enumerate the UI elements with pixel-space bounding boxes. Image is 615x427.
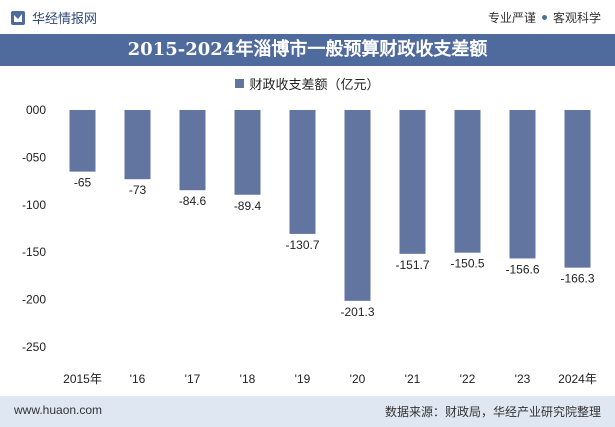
brand-name: 华经情报网 bbox=[32, 11, 98, 26]
brand-logo-icon bbox=[11, 10, 25, 25]
legend: 财政收支差额（亿元） bbox=[0, 74, 615, 93]
bar bbox=[509, 110, 536, 259]
data-label: -130.7 bbox=[285, 238, 319, 252]
bar bbox=[69, 110, 96, 172]
y-axis: 000 -050 -100 -150 -200 -250 bbox=[22, 103, 46, 354]
top-bar: 华经情报网 专业严谨 客观科学 bbox=[0, 0, 615, 34]
x-tick-label: 2015年 bbox=[63, 372, 102, 386]
footer: www.huaon.com 数据来源：财政局，华经产业研究院整理 bbox=[0, 396, 615, 427]
y-tick-label: -150 bbox=[22, 245, 46, 259]
bar bbox=[454, 110, 481, 253]
footer-source: 数据来源：财政局，华经产业研究院整理 bbox=[384, 405, 601, 419]
data-labels: -65 -73 -84.6 -89.4 -130.7 -201.3 -151.7 -150.5… bbox=[74, 176, 595, 319]
bars bbox=[69, 110, 591, 301]
data-label: -84.6 bbox=[179, 194, 207, 208]
footer-website: www.huaon.com bbox=[14, 403, 103, 417]
x-tick-label: '17 bbox=[185, 372, 201, 386]
y-tick-label: -050 bbox=[22, 150, 46, 164]
chart-title: 2015-2024年淄博市一般预算财政收支差额 bbox=[0, 34, 615, 66]
bar bbox=[234, 110, 261, 195]
x-tick-label: '21 bbox=[405, 372, 421, 386]
x-tick-label: '16 bbox=[130, 372, 146, 386]
data-label: -65 bbox=[74, 176, 92, 190]
x-tick-label: '23 bbox=[515, 372, 531, 386]
y-tick-label: -200 bbox=[22, 293, 46, 307]
brand: 华经情报网 bbox=[10, 8, 97, 27]
x-tick-label: '18 bbox=[240, 372, 256, 386]
tagline-right: 客观科学 bbox=[552, 11, 601, 25]
bar bbox=[289, 110, 316, 234]
x-axis: 2015年 '16 '17 '18 '19 '20 '21 '22 '23 2024年 bbox=[63, 372, 597, 386]
data-label: -150.5 bbox=[450, 257, 484, 271]
data-label: -73 bbox=[129, 183, 147, 197]
data-label: -89.4 bbox=[234, 199, 262, 213]
bar bbox=[399, 110, 426, 254]
legend-swatch bbox=[235, 79, 245, 88]
data-label: -151.7 bbox=[395, 258, 429, 272]
data-label: -156.6 bbox=[505, 262, 539, 276]
legend-label: 财政收支差额（亿元） bbox=[249, 77, 380, 92]
separator-dot-icon bbox=[541, 15, 547, 20]
bar bbox=[344, 110, 371, 301]
bar bbox=[179, 110, 206, 191]
y-tick-label: -250 bbox=[22, 340, 46, 354]
x-tick-label: 2024年 bbox=[558, 372, 597, 386]
x-tick-label: '22 bbox=[460, 372, 476, 386]
bar bbox=[124, 110, 151, 180]
data-label: -201.3 bbox=[340, 305, 374, 319]
tagline-left: 专业严谨 bbox=[487, 11, 536, 25]
data-label: -166.3 bbox=[560, 272, 594, 286]
y-tick-label: -100 bbox=[22, 198, 46, 212]
tagline: 专业严谨 客观科学 bbox=[488, 9, 601, 26]
y-tick-label: 000 bbox=[26, 103, 46, 117]
x-tick-label: '20 bbox=[350, 372, 366, 386]
bar bbox=[564, 110, 591, 268]
x-tick-label: '19 bbox=[295, 372, 311, 386]
